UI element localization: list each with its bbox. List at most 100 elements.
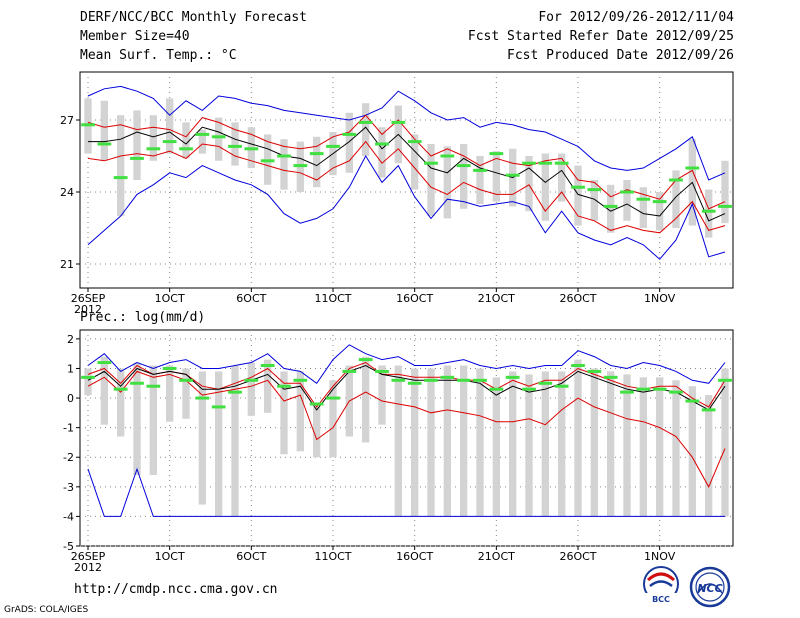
median-marker [424,161,438,165]
ensemble-box [361,103,370,156]
ensemble-box [525,156,533,212]
ensemble-box [672,380,680,517]
ensemble-box [721,160,729,224]
median-marker [652,200,667,204]
median-marker [440,154,455,158]
source-url[interactable]: http://cmdp.ncc.cma.gov.cn [74,582,278,597]
median-marker [342,369,357,373]
ensemble-box [541,153,550,221]
median-marker [146,147,161,151]
median-marker [375,369,389,373]
median-marker [473,168,487,172]
ensemble-box [459,365,468,517]
y-tick-label: 0 [67,392,74,405]
ensemble-box [459,144,468,209]
median-marker [456,378,471,382]
median-marker [669,178,683,182]
ensemble-box [198,129,207,154]
median-marker [81,123,95,127]
median-marker [228,144,242,148]
ensemble-box [704,189,713,238]
ensemble-box [214,117,223,161]
x-tick-label: 21OCT [478,550,515,563]
ensemble-box [312,406,321,458]
median-marker [130,381,144,385]
y-tick-label: -2 [63,451,74,464]
ensemble-box [116,115,125,216]
series-line-max [87,85,726,181]
ensemble-box [639,187,648,228]
median-marker [701,408,716,412]
ensemble-box [84,368,92,396]
median-marker [179,378,193,382]
median-marker [358,358,373,362]
ensemble-box [182,368,190,419]
member-size-label: Member Size=40 [80,29,190,44]
ensemble-box [541,371,550,517]
ensemble-box [182,122,190,159]
ensemble-box [492,151,501,202]
series-line-lower [87,140,726,234]
x-tick-label: 21OCT [478,292,515,305]
ensemble-box [410,134,419,190]
median-marker [685,166,700,170]
median-marker [244,147,259,151]
ensemble-box [394,365,403,517]
series-line-lower [87,370,726,488]
x-tick-label: 1OCT [155,292,185,305]
ensemble-box [280,139,288,190]
ensemble-box [133,110,141,180]
ensemble-box [410,368,419,517]
ensemble-box [247,362,256,416]
median-marker [391,378,406,382]
median-marker [489,387,504,391]
y-tick-label: -3 [63,481,74,494]
ensemble-box [378,127,386,178]
median-marker [211,135,226,139]
median-marker [538,381,553,385]
median-marker [260,364,275,368]
ensemble-box [296,371,305,452]
median-marker [309,152,324,156]
ensemble-box [574,165,582,226]
y-tick-label: 1 [67,362,74,375]
median-marker [587,188,602,192]
median-marker [718,204,732,208]
ensemble-box [623,374,631,517]
median-marker [342,132,357,136]
precip-panel-title: Prec.: log(mm/d) [80,310,206,325]
median-marker [326,396,340,400]
ensemble-box [590,180,599,221]
forecast-produced-date: Fcst Produced Date 2012/09/26 [507,48,734,63]
median-marker [228,390,242,394]
y-tick-label: -4 [63,510,74,523]
ensemble-box [231,122,239,166]
median-marker [636,387,651,391]
ensemble-box [231,365,239,517]
plot-frame [79,329,734,547]
ensemble-box [704,395,713,517]
median-marker [162,366,177,370]
median-marker [424,378,438,382]
ensemble-box [574,359,582,517]
ensemble-box [557,153,566,202]
median-marker [375,142,389,146]
ensemble-box [165,98,174,154]
median-marker [244,378,259,382]
median-marker [130,156,144,160]
y-tick-label: -5 [63,540,74,553]
series-line-upper [87,361,726,408]
median-marker [113,387,128,391]
ensemble-box [492,377,501,517]
ensemble-box [655,192,664,231]
median-marker [554,384,569,388]
series-line-upper [87,114,726,210]
x-tick-sublabel: 2012 [74,561,102,574]
y-tick-label: -1 [63,422,74,435]
ensemble-box [508,371,517,517]
median-marker [669,390,683,394]
median-marker [652,387,667,391]
x-tick-label: 1NOV [644,550,676,563]
